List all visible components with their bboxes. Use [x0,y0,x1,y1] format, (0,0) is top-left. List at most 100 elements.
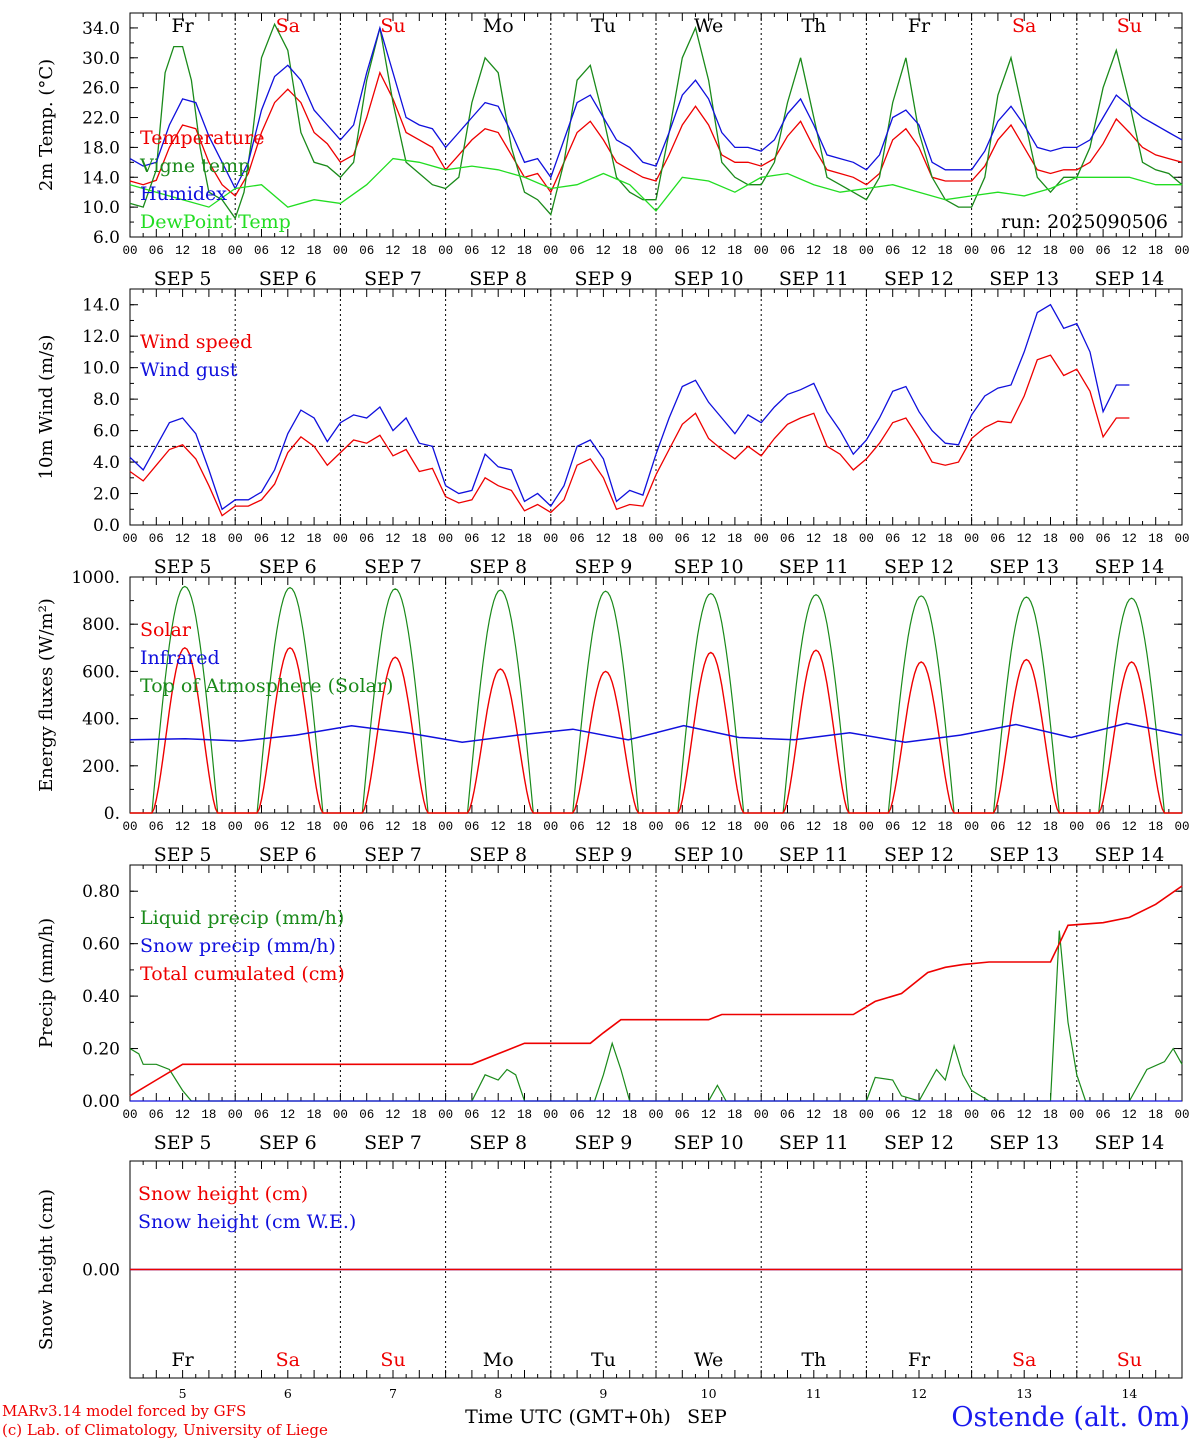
day-number: 12 [911,1386,927,1401]
x-tick-label: 12 [701,244,716,258]
time-axis-label: Time UTC (GMT+0h) [465,1406,671,1428]
x-date-label: SEP 13 [989,844,1059,866]
x-tick-label: 18 [412,1108,427,1122]
x-tick-label: 12 [806,820,821,834]
y-tick-label: 0.0 [93,516,120,536]
x-tick-label: 18 [1043,244,1058,258]
x-tick-label: 06 [149,244,164,258]
x-tick-label: 00 [964,532,979,546]
y-tick-label: 14.0 [82,168,120,188]
legend-entry: Snow height (cm W.E.) [138,1211,356,1233]
x-date-label: SEP 6 [259,844,317,866]
y-tick-label: 22.0 [82,109,120,129]
x-date-label: SEP 5 [154,556,212,578]
x-tick-label: 06 [780,820,795,834]
day-number: 7 [389,1386,397,1401]
x-tick-label: 06 [149,820,164,834]
y-tick-label: 34.0 [82,19,120,39]
x-tick-label: 00 [1069,532,1084,546]
x-tick-label: 12 [280,820,295,834]
x-tick-label: 12 [1122,532,1137,546]
day-label: Tu [591,15,616,37]
x-tick-label: 00 [754,244,769,258]
x-date-label: SEP 9 [574,1132,632,1154]
x-date-label: SEP 11 [779,556,849,578]
panel-precip: 0.00 0.20 0.40 0.60 0.80 Precip (mm/h) 00 06 12 1… [36,864,1190,1154]
x-date-label: SEP 10 [674,1132,744,1154]
x-date-label: SEP 13 [989,268,1059,290]
x-tick-label: 18 [1148,532,1163,546]
x-tick-label: 06 [359,532,374,546]
x-date-label: SEP 6 [259,556,317,578]
x-date-label: SEP 12 [884,268,954,290]
x-date-label: SEP 7 [364,844,422,866]
x-tick-label: 18 [412,820,427,834]
x-date-label: SEP 9 [574,844,632,866]
x-date-label: SEP 9 [574,556,632,578]
x-date-label: SEP 11 [779,268,849,290]
y-tick-label: 0.00 [82,1261,120,1281]
x-date-label: SEP 10 [674,556,744,578]
day-number: 6 [284,1386,292,1401]
day-number: 14 [1121,1386,1137,1401]
x-tick-label: 12 [385,532,400,546]
y-tick-label: 600. [82,662,120,682]
x-tick-label: 18 [1043,532,1058,546]
x-tick-label: 06 [885,532,900,546]
x-tick-label: 18 [727,244,742,258]
x-tick-label: 00 [1174,244,1189,258]
y-tick-label: 0.60 [82,935,120,955]
day-label: Su [380,15,405,37]
day-number: 5 [179,1386,187,1401]
x-date-label: SEP 5 [154,1132,212,1154]
legend-entry: Snow height (cm) [138,1183,308,1205]
x-tick-label: 12 [175,244,190,258]
x-tick-label: 06 [885,820,900,834]
x-tick-label: 18 [412,244,427,258]
x-tick-label: 06 [464,820,479,834]
x-tick-label: 18 [201,244,216,258]
series-line [130,585,1182,814]
day-label: Mo [483,1349,514,1371]
x-tick-label: 12 [491,244,506,258]
day-label: Th [801,15,826,37]
x-tick-label: 12 [280,532,295,546]
x-tick-label: 18 [833,820,848,834]
x-date-label: SEP 11 [779,844,849,866]
x-tick-label: 06 [1096,1108,1111,1122]
y-tick-label: 30.0 [82,49,120,69]
x-tick-label: 18 [622,1108,637,1122]
x-tick-label: 00 [122,532,137,546]
x-tick-label: 06 [149,532,164,546]
x-date-label: SEP 14 [1094,1132,1164,1154]
x-date-label: SEP 14 [1094,844,1164,866]
legend-entry: Temperature [140,127,264,149]
x-tick-label: 06 [464,244,479,258]
x-tick-label: 06 [1096,244,1111,258]
day-number: 10 [701,1386,717,1401]
x-date-label: SEP 8 [469,268,527,290]
y-tick-label: 2.0 [93,485,120,505]
x-tick-label: 06 [990,820,1005,834]
x-tick-label: 18 [307,532,322,546]
y-tick-label: 400. [82,710,120,730]
x-tick-label: 00 [438,244,453,258]
x-tick-label: 00 [228,820,243,834]
x-tick-label: 12 [701,532,716,546]
panel-snow: 0.00 Snow height (cm) Snow height (cm) Snow… [36,1160,1183,1401]
x-tick-label: 18 [938,532,953,546]
legend-entry: Total cumulated (cm) [140,963,345,985]
x-tick-label: 18 [727,1108,742,1122]
x-tick-label: 06 [359,820,374,834]
series-line [129,885,1183,1097]
x-tick-label: 18 [938,1108,953,1122]
x-tick-label: 12 [911,820,926,834]
x-tick-label: 12 [491,532,506,546]
x-tick-label: 06 [359,244,374,258]
x-tick-label: 00 [543,1108,558,1122]
x-tick-label: 12 [280,244,295,258]
x-date-label: SEP 14 [1094,556,1164,578]
y-tick-label: 14.0 [82,296,120,316]
x-tick-label: 06 [254,244,269,258]
x-date-label: SEP 8 [469,556,527,578]
